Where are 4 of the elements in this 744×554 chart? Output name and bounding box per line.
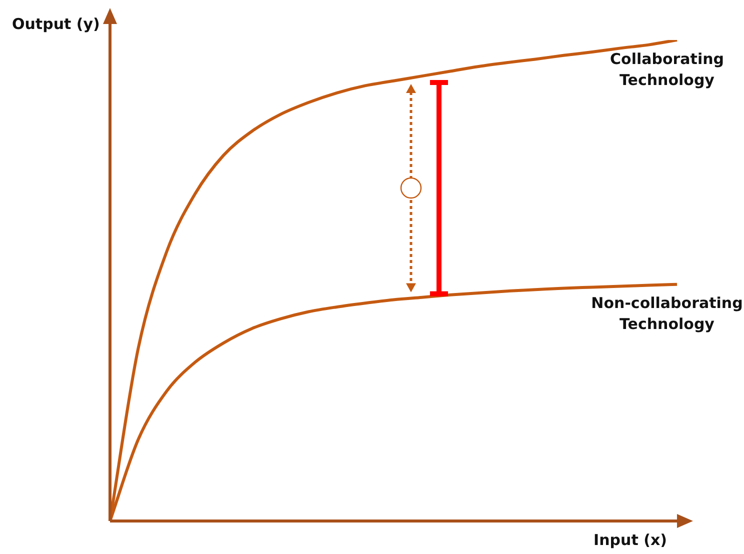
series-label: Collaborating Technology [610,50,724,89]
y-axis-title: Output (y) [12,14,100,33]
x-axis-title: Input (x) [594,530,667,549]
series-label: Non-collaborating Technology [591,294,743,334]
